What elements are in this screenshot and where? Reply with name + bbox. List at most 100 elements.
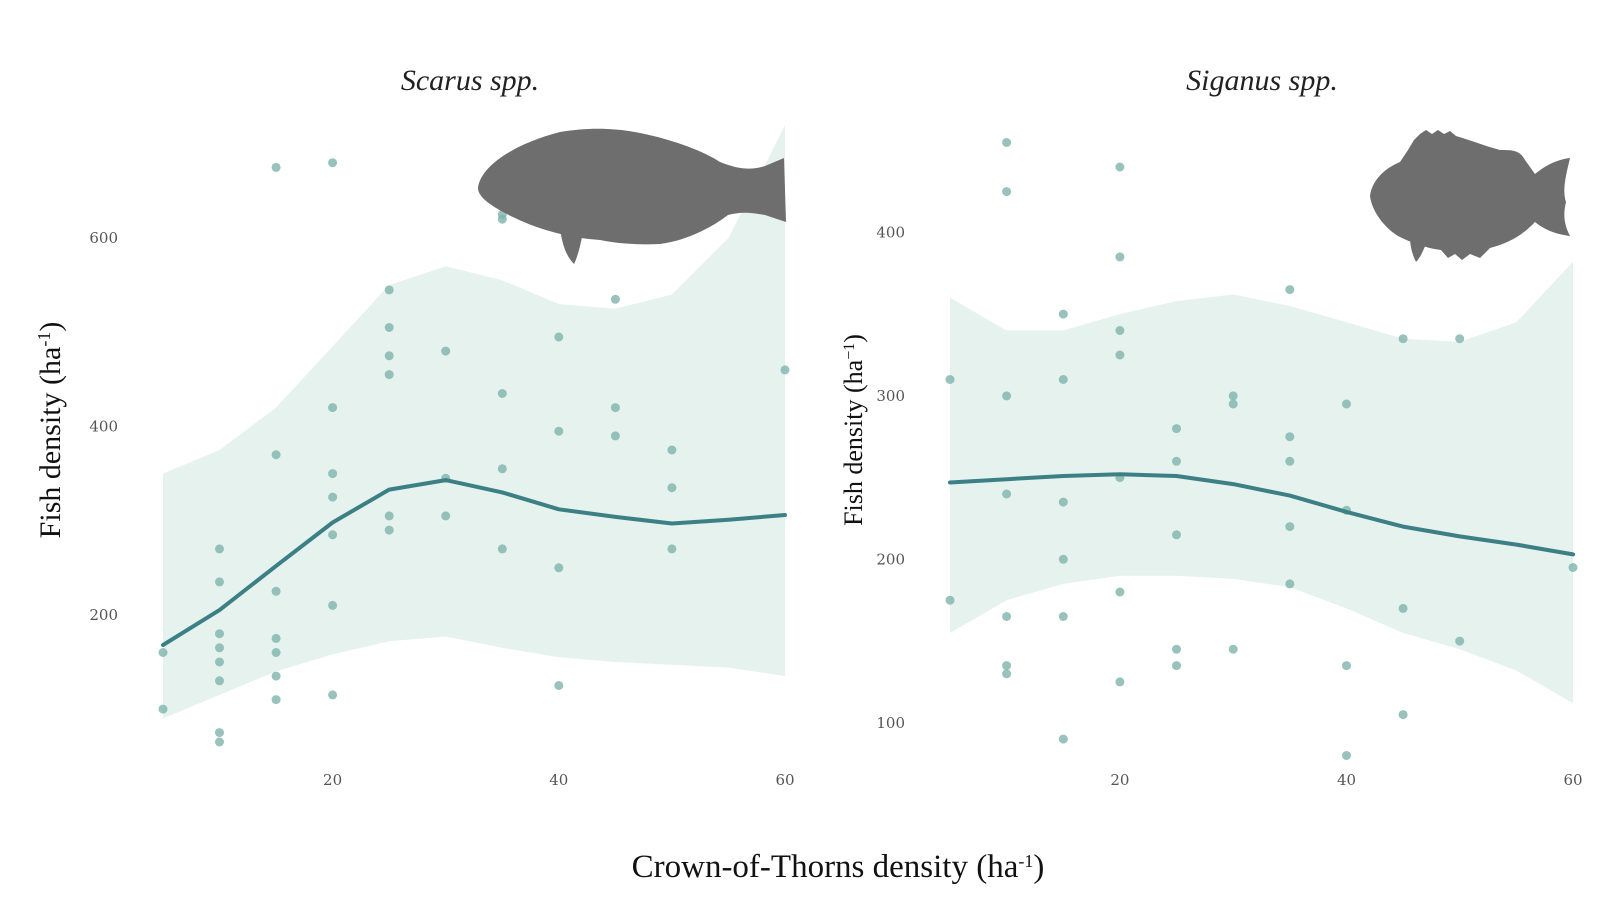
data-point (1398, 603, 1408, 613)
x-tick-label: 60 (775, 771, 794, 789)
data-point (384, 511, 394, 521)
data-point (271, 648, 281, 657)
x-axis-label: Crown-of-Thorns density (ha-1) (632, 849, 1045, 885)
data-point (1172, 424, 1181, 434)
y-tick-label: 400 (89, 417, 118, 435)
data-point (1285, 456, 1295, 466)
data-point (271, 695, 281, 705)
data-point (1115, 252, 1125, 262)
data-point (215, 629, 224, 639)
data-point (215, 657, 224, 667)
data-point (328, 530, 338, 540)
data-point (1002, 391, 1012, 401)
data-point (667, 445, 677, 455)
y-axis-ticks: 100 200 300 400 (876, 223, 905, 731)
y-tick-label: 300 (876, 387, 905, 405)
data-points (158, 158, 790, 747)
smooth-trend-line (948, 472, 1575, 557)
panel-siganus: Siganus spp. 100 200 300 400 20 40 60 (876, 64, 1582, 789)
x-tick-label: 20 (323, 771, 342, 789)
data-point (215, 737, 224, 747)
data-point (1455, 334, 1465, 344)
data-point (1115, 162, 1125, 172)
x-tick-label: 20 (1110, 771, 1129, 789)
data-point (1455, 636, 1465, 646)
data-point (1285, 522, 1295, 532)
data-point (780, 365, 790, 375)
confidence-band (950, 261, 1573, 704)
data-point (1172, 644, 1181, 654)
data-point (384, 351, 394, 361)
data-point (1228, 399, 1238, 409)
data-point (271, 633, 281, 643)
data-point (328, 158, 338, 168)
panel-2-title: Siganus spp. (1186, 64, 1338, 97)
data-point (384, 525, 394, 535)
data-point (554, 332, 564, 342)
data-point (215, 728, 224, 738)
data-point (497, 544, 507, 554)
x-tick-label: 40 (549, 771, 568, 789)
data-point (1285, 432, 1295, 442)
data-point (215, 577, 224, 587)
data-point (1398, 334, 1408, 344)
data-point (1058, 612, 1068, 621)
data-point (1002, 138, 1012, 147)
y-tick-label: 200 (876, 550, 905, 568)
data-point (1058, 734, 1068, 744)
x-axis-ticks: 20 40 60 (1110, 771, 1582, 789)
confidence-band (163, 125, 785, 719)
data-point (328, 403, 338, 413)
data-point (610, 403, 620, 413)
x-tick-label: 60 (1563, 771, 1582, 789)
data-point (667, 483, 677, 493)
data-point (1115, 587, 1125, 597)
data-point (1002, 612, 1012, 621)
y-tick-label: 400 (876, 223, 905, 241)
data-point (328, 600, 338, 610)
data-point (215, 643, 224, 653)
data-point (384, 323, 394, 332)
data-point (215, 676, 224, 686)
data-point (497, 464, 507, 474)
y-tick-label: 600 (89, 229, 118, 247)
data-point (328, 690, 338, 700)
data-point (1172, 661, 1181, 671)
data-point (1228, 391, 1238, 401)
data-point (441, 346, 451, 356)
data-point (1228, 644, 1238, 654)
data-point (328, 469, 338, 479)
data-point (1342, 661, 1351, 671)
data-point (1115, 677, 1125, 687)
data-point (945, 595, 955, 605)
data-point (1058, 309, 1068, 319)
data-point (1285, 285, 1295, 295)
panel-1-title: Scarus spp. (401, 64, 539, 97)
data-point (554, 563, 564, 573)
x-axis-ticks: 20 40 60 (323, 771, 794, 789)
data-point (667, 544, 677, 554)
panel-2-y-axis-label: Fish density (ha−1) (839, 334, 868, 526)
data-point (1342, 399, 1351, 409)
data-point (610, 294, 620, 304)
x-tick-label: 40 (1337, 771, 1356, 789)
data-point (1285, 579, 1295, 589)
data-point (1398, 710, 1408, 720)
fish-silhouette-icon (478, 128, 786, 264)
data-point (497, 214, 507, 224)
data-point (1342, 751, 1351, 760)
data-point (271, 586, 281, 596)
data-point (554, 681, 564, 690)
panel-scarus: Scarus spp. 200 400 600 20 40 60 (89, 64, 794, 789)
data-point (1115, 326, 1125, 335)
data-point (1172, 456, 1181, 466)
smooth-trend-line (161, 478, 787, 647)
y-tick-label: 100 (876, 714, 905, 732)
data-point (554, 426, 564, 436)
data-point (1172, 530, 1181, 540)
fish-silhouette-icon (1370, 130, 1570, 262)
data-point (441, 511, 451, 521)
data-point (271, 162, 281, 172)
y-axis-ticks: 200 400 600 (89, 229, 118, 624)
